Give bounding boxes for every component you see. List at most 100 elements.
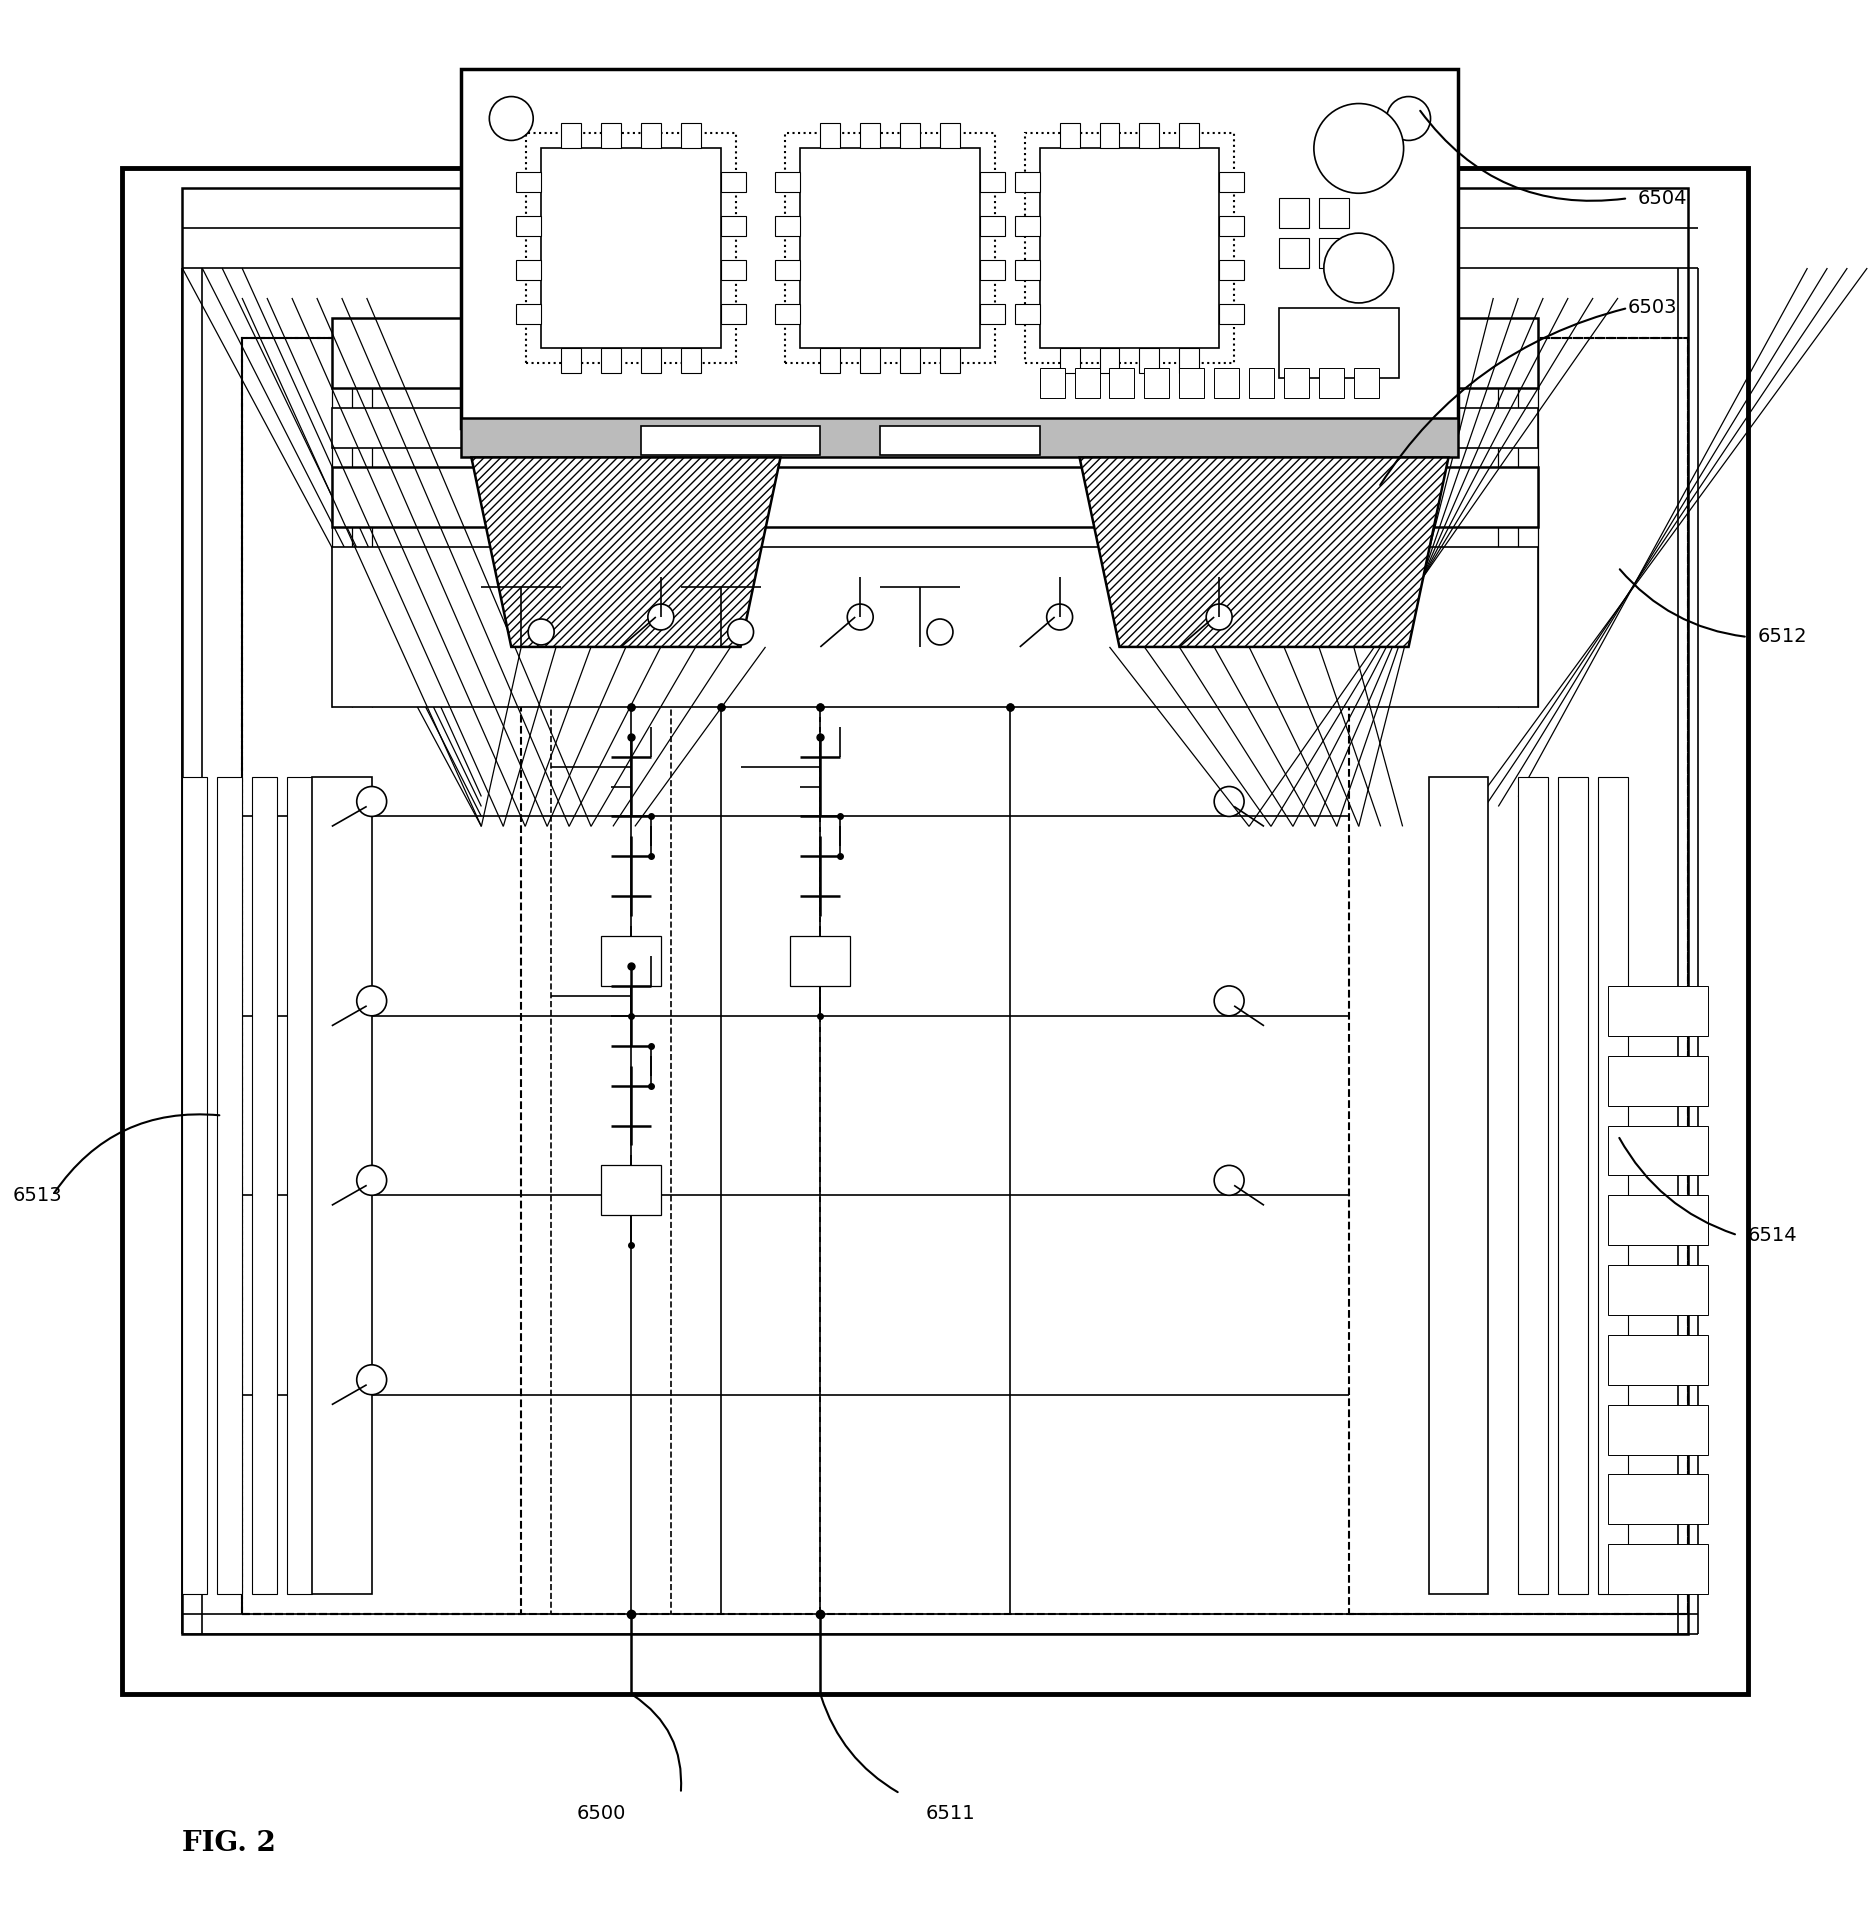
Bar — [332, 408, 1538, 448]
Bar — [641, 425, 820, 456]
Polygon shape — [1079, 458, 1448, 648]
Circle shape — [356, 1165, 386, 1196]
Bar — [1607, 1404, 1706, 1454]
Bar — [1277, 308, 1397, 377]
Circle shape — [1214, 786, 1244, 816]
Bar — [1607, 1335, 1706, 1385]
Bar — [1607, 1475, 1706, 1525]
Bar — [217, 776, 242, 1594]
Circle shape — [1386, 96, 1429, 140]
Bar — [1607, 1125, 1706, 1175]
Bar — [641, 123, 661, 148]
Circle shape — [489, 96, 534, 140]
Bar — [1109, 368, 1133, 399]
Bar — [461, 418, 1457, 458]
Bar — [641, 349, 661, 374]
Bar — [860, 123, 880, 148]
Bar — [680, 123, 701, 148]
Bar — [1249, 368, 1274, 399]
Text: 6513: 6513 — [13, 1186, 62, 1205]
Bar — [899, 123, 920, 148]
Bar — [800, 148, 980, 349]
Bar — [860, 349, 880, 374]
Bar — [1349, 337, 1688, 1613]
Bar — [775, 305, 800, 324]
Bar — [1013, 172, 1040, 192]
Bar — [560, 123, 581, 148]
Bar — [1319, 197, 1349, 228]
Bar — [311, 776, 371, 1594]
Circle shape — [727, 619, 753, 646]
Bar — [1556, 776, 1586, 1594]
Bar — [1073, 368, 1099, 399]
Bar — [1178, 123, 1199, 148]
Bar — [332, 318, 1538, 387]
Bar — [1013, 305, 1040, 324]
Bar — [242, 337, 1688, 1613]
Text: 6500: 6500 — [577, 1805, 626, 1822]
Bar — [1139, 123, 1159, 148]
Bar — [1219, 305, 1244, 324]
Bar — [721, 305, 745, 324]
Bar — [526, 134, 736, 362]
Bar — [1139, 349, 1159, 374]
Circle shape — [1214, 1165, 1244, 1196]
Bar — [1277, 238, 1307, 268]
Bar — [1099, 123, 1118, 148]
Bar — [880, 425, 1040, 456]
Bar — [1058, 349, 1079, 374]
Text: 6512: 6512 — [1757, 627, 1806, 646]
Bar — [775, 217, 800, 236]
Bar — [1517, 776, 1547, 1594]
Bar — [1040, 148, 1219, 349]
Text: 6514: 6514 — [1748, 1226, 1796, 1245]
Bar — [122, 169, 1748, 1694]
Bar — [940, 349, 959, 374]
Bar — [332, 468, 1538, 527]
Circle shape — [1206, 604, 1231, 630]
Bar — [560, 349, 581, 374]
Circle shape — [648, 604, 674, 630]
Bar — [1219, 217, 1244, 236]
Bar — [1319, 238, 1349, 268]
Bar — [601, 349, 620, 374]
Bar — [461, 69, 1457, 427]
Bar — [980, 172, 1004, 192]
Circle shape — [927, 619, 953, 646]
Bar — [1013, 261, 1040, 280]
Bar — [1025, 134, 1234, 362]
Bar — [1099, 349, 1118, 374]
Text: 6511: 6511 — [925, 1805, 974, 1822]
Bar — [1277, 197, 1307, 228]
Bar — [1427, 776, 1487, 1594]
Bar — [1144, 368, 1169, 399]
Bar — [820, 349, 839, 374]
Bar — [680, 349, 701, 374]
Bar — [790, 937, 850, 987]
Bar — [541, 148, 721, 349]
Bar — [1607, 1265, 1706, 1314]
Bar — [1607, 987, 1706, 1037]
Bar — [820, 123, 839, 148]
Bar — [182, 776, 208, 1594]
Bar — [515, 217, 541, 236]
Bar — [980, 305, 1004, 324]
Bar — [899, 349, 920, 374]
Bar — [785, 134, 995, 362]
Circle shape — [1214, 987, 1244, 1015]
Bar — [251, 776, 277, 1594]
Circle shape — [1047, 604, 1071, 630]
Bar — [775, 172, 800, 192]
Bar — [1283, 368, 1307, 399]
Bar — [1178, 368, 1204, 399]
Bar — [980, 217, 1004, 236]
Bar — [287, 776, 311, 1594]
Bar — [1013, 217, 1040, 236]
Bar — [601, 937, 661, 987]
Bar — [940, 123, 959, 148]
Bar — [1219, 261, 1244, 280]
Bar — [1598, 776, 1628, 1594]
Text: 6503: 6503 — [1628, 299, 1676, 318]
Bar — [1607, 1196, 1706, 1245]
Bar — [1352, 368, 1379, 399]
